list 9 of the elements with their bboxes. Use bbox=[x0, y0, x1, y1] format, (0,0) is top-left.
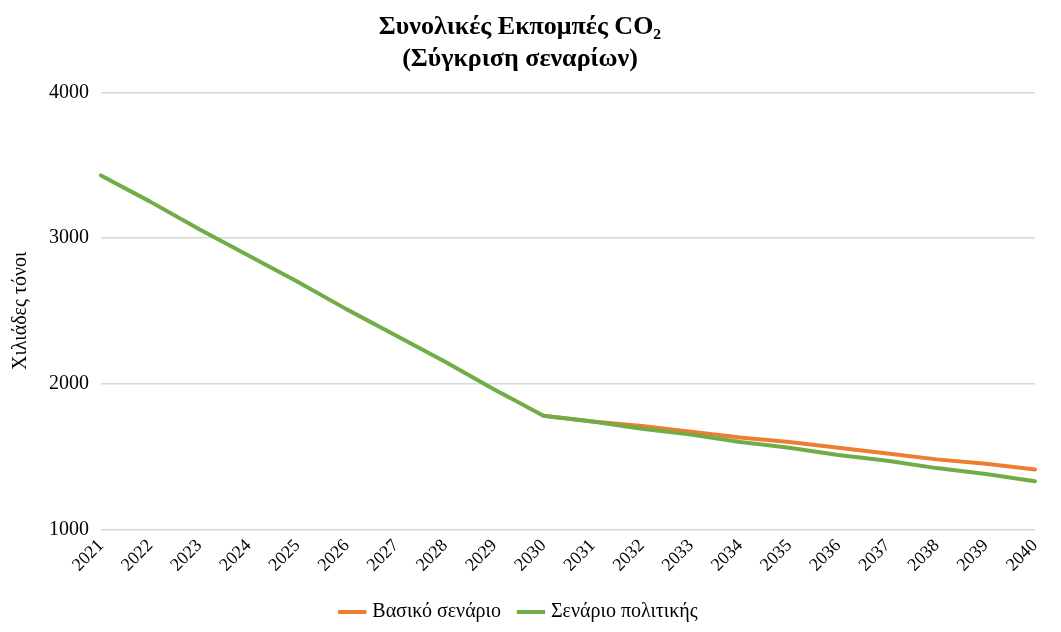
y-tick-label: 2000 bbox=[49, 370, 89, 393]
legend-label: Βασικό σενάριο bbox=[372, 599, 501, 623]
chart-subtitle: (Σύγκριση σεναρίων) bbox=[402, 42, 638, 72]
y-tick-label: 4000 bbox=[49, 79, 89, 102]
y-axis-title: Χιλιάδες τόνοι bbox=[8, 251, 31, 371]
y-tick-label: 3000 bbox=[49, 225, 89, 248]
legend-label: Σενάριο πολιτικής bbox=[550, 599, 698, 623]
y-tick-label: 1000 bbox=[49, 516, 89, 539]
chart-title: Συνολικές Εκπομπές CO₂ bbox=[378, 11, 662, 41]
